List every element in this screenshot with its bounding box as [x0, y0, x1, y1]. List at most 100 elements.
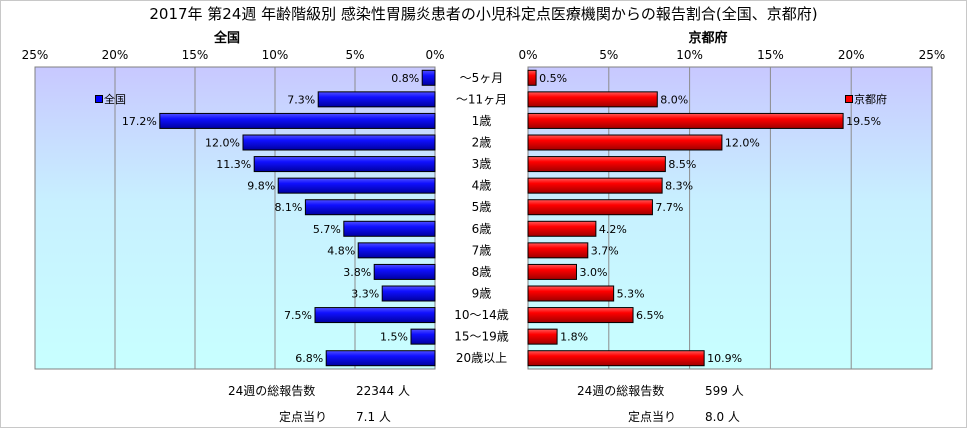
legend-swatch-kyoto	[845, 95, 853, 103]
category-label: 3歳	[472, 157, 492, 171]
x-tick-label-kyoto: 25%	[919, 48, 946, 62]
x-tick-label-national: 10%	[262, 48, 289, 62]
data-label-national: 3.8%	[343, 266, 371, 279]
legend-label-national: 全国	[104, 93, 126, 106]
bar-national	[381, 285, 436, 302]
data-label-national: 11.3%	[216, 158, 251, 171]
category-label: 7歳	[472, 243, 492, 257]
category-label: 1歳	[472, 114, 492, 128]
category-label: 10～14歳	[454, 308, 509, 322]
footer-kyoto-total-value: 599 人	[705, 384, 744, 398]
data-label-national: 1.5%	[380, 331, 408, 344]
bar-kyoto	[527, 285, 615, 302]
bar-national	[253, 156, 436, 173]
data-label-national: 0.8%	[391, 72, 419, 85]
bar-kyoto	[527, 307, 634, 324]
data-label-national: 7.3%	[287, 93, 315, 106]
legend-label-kyoto: 京都府	[854, 93, 887, 106]
plot-area-national	[34, 66, 436, 370]
data-label-kyoto: 8.3%	[665, 180, 693, 193]
x-tick-label-national: 0%	[425, 48, 444, 62]
data-label-national: 12.0%	[205, 137, 240, 150]
x-tick-label-national: 15%	[182, 48, 209, 62]
data-label-national: 4.8%	[327, 244, 355, 257]
data-label-kyoto: 6.5%	[636, 309, 664, 322]
bar-national	[410, 328, 436, 345]
data-label-national: 7.5%	[284, 309, 312, 322]
bar-kyoto	[527, 112, 844, 129]
x-tick-label-kyoto: 5%	[599, 48, 618, 62]
bar-national	[314, 307, 436, 324]
bar-national	[421, 69, 436, 86]
data-label-kyoto: 3.0%	[579, 266, 607, 279]
bar-national	[325, 350, 436, 367]
bar-kyoto	[527, 263, 577, 280]
bar-kyoto	[527, 350, 705, 367]
bar-national	[277, 177, 436, 194]
bar-national	[373, 263, 436, 280]
chart-title: 2017年 第24週 年齢階級別 感染性胃腸炎患者の小児科定点医療機関からの報告…	[149, 5, 818, 23]
bar-kyoto	[527, 220, 597, 237]
legend-kyoto: 京都府	[845, 91, 887, 107]
data-label-national: 17.2%	[122, 115, 157, 128]
bar-national	[159, 112, 436, 129]
category-label: 2歳	[472, 136, 492, 150]
bar-national	[242, 134, 436, 151]
data-label-kyoto: 10.9%	[707, 352, 742, 365]
footer-kyoto-total-label: 24週の総報告数	[577, 384, 665, 398]
category-label: 20歳以上	[456, 351, 507, 365]
category-label: 6歳	[472, 222, 492, 236]
footer-kyoto-per-site-label: 定点当り	[628, 410, 677, 424]
category-label: ～11ヶ月	[456, 92, 507, 106]
x-tick-label-kyoto: 0%	[518, 48, 537, 62]
bar-kyoto	[527, 91, 658, 108]
bar-national	[304, 199, 436, 216]
panel-title-kyoto: 京都府	[688, 31, 728, 46]
data-label-national: 3.3%	[351, 288, 379, 301]
category-label: 5歳	[472, 200, 492, 214]
data-label-kyoto: 1.8%	[560, 331, 588, 344]
category-label: 4歳	[472, 179, 492, 193]
x-tick-label-kyoto: 20%	[838, 48, 865, 62]
data-label-kyoto: 7.7%	[655, 201, 683, 214]
data-label-kyoto: 0.5%	[539, 72, 567, 85]
footer-national-per-site-value: 7.1 人	[356, 410, 391, 424]
data-label-kyoto: 8.0%	[660, 93, 688, 106]
data-label-national: 9.8%	[247, 180, 275, 193]
category-label: 8歳	[472, 265, 492, 279]
legend-national: 全国	[95, 91, 126, 107]
bar-kyoto	[527, 69, 537, 86]
data-label-national: 6.8%	[295, 352, 323, 365]
x-tick-label-national: 25%	[22, 48, 49, 62]
data-label-kyoto: 19.5%	[846, 115, 881, 128]
bar-kyoto	[527, 199, 653, 216]
bar-kyoto	[527, 177, 663, 194]
data-label-kyoto: 8.5%	[668, 158, 696, 171]
legend-swatch-national	[95, 95, 103, 103]
data-label-national: 5.7%	[313, 223, 341, 236]
bar-national	[343, 220, 436, 237]
x-tick-label-national: 20%	[102, 48, 129, 62]
x-tick-label-national: 5%	[345, 48, 364, 62]
panel-title-national: 全国	[213, 31, 241, 46]
bar-national	[317, 91, 436, 108]
data-label-national: 8.1%	[274, 201, 302, 214]
category-label: 9歳	[472, 287, 492, 301]
plot-area-kyoto	[527, 66, 933, 370]
data-label-kyoto: 12.0%	[725, 137, 760, 150]
footer-kyoto-per-site-value: 8.0 人	[705, 410, 740, 424]
bar-kyoto	[527, 328, 558, 345]
footer-national-per-site-label: 定点当り	[279, 410, 328, 424]
category-label: 15～19歳	[454, 330, 509, 344]
data-label-kyoto: 5.3%	[617, 288, 645, 301]
category-label: ～5ヶ月	[460, 71, 504, 85]
footer-national-total-value: 22344 人	[356, 384, 410, 398]
bar-kyoto	[527, 156, 666, 173]
data-label-kyoto: 4.2%	[599, 223, 627, 236]
x-tick-label-kyoto: 10%	[676, 48, 703, 62]
x-tick-label-kyoto: 15%	[757, 48, 784, 62]
data-label-kyoto: 3.7%	[591, 244, 619, 257]
footer-national-total-label: 24週の総報告数	[228, 384, 316, 398]
bar-kyoto	[527, 242, 589, 259]
bar-kyoto	[527, 134, 723, 151]
